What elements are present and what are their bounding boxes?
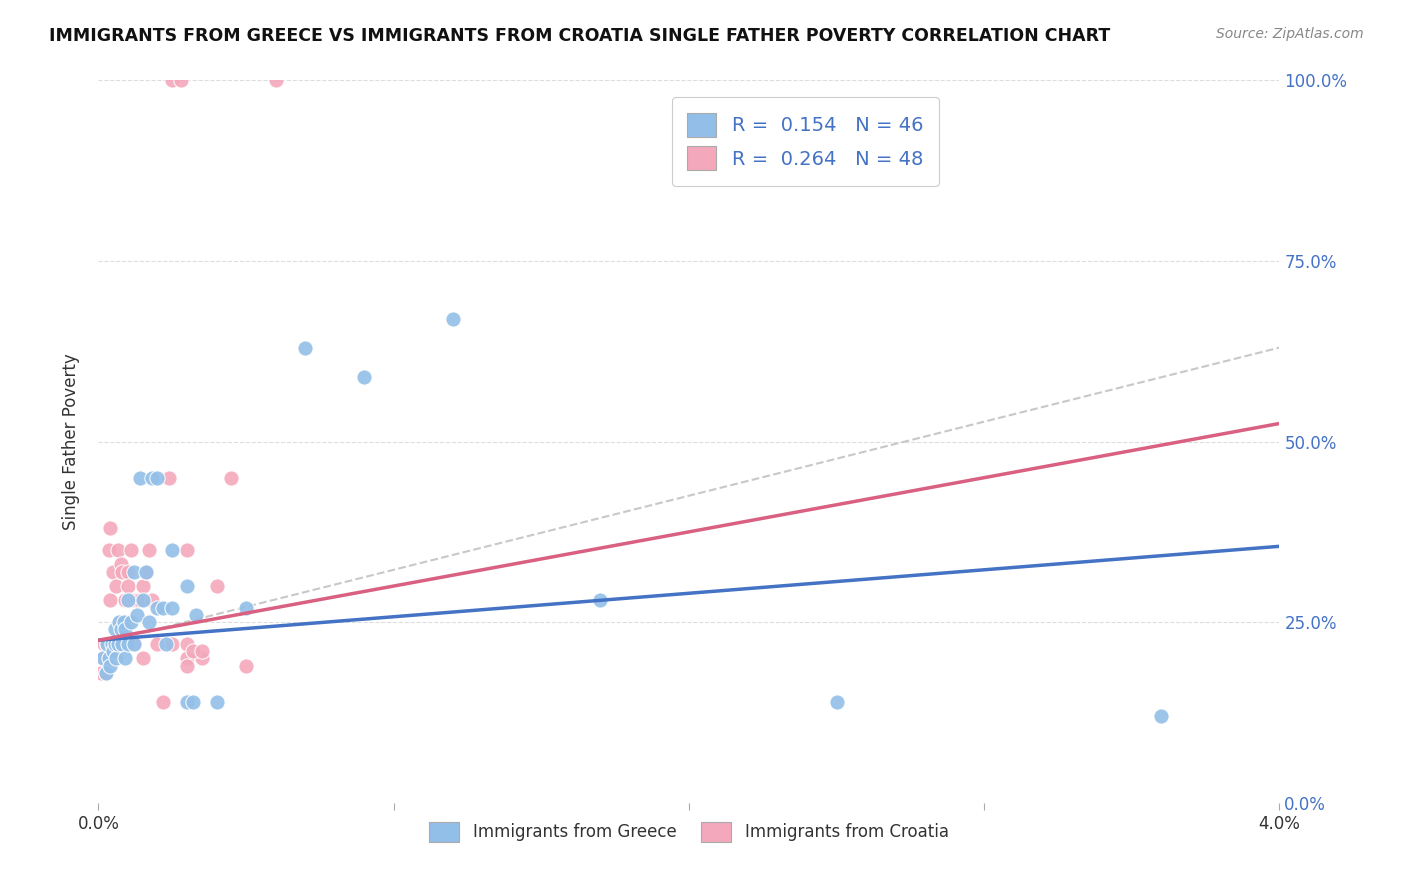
Point xyxy=(235,600,257,615)
Point xyxy=(117,579,139,593)
Point xyxy=(132,579,155,593)
Point xyxy=(157,470,180,484)
Point xyxy=(91,651,114,665)
Point xyxy=(176,695,198,709)
Point xyxy=(132,651,155,665)
Point xyxy=(112,615,135,630)
Point xyxy=(294,341,316,355)
Point xyxy=(221,470,243,484)
Point xyxy=(138,542,160,557)
Point xyxy=(97,651,120,665)
Point xyxy=(128,593,150,607)
Point xyxy=(117,565,139,579)
Point xyxy=(176,651,198,665)
Point xyxy=(103,644,125,658)
Point xyxy=(162,600,183,615)
Point xyxy=(135,565,157,579)
Point xyxy=(122,565,145,579)
Point xyxy=(205,695,228,709)
Point xyxy=(353,369,375,384)
Point xyxy=(825,695,848,709)
Point xyxy=(107,542,129,557)
Point xyxy=(135,565,157,579)
Point xyxy=(96,637,118,651)
Point xyxy=(93,637,115,651)
Point xyxy=(122,637,145,651)
Point xyxy=(100,637,122,651)
Point xyxy=(98,593,121,607)
Point xyxy=(162,73,183,87)
Point xyxy=(105,651,128,665)
Point xyxy=(132,593,155,607)
Point xyxy=(110,623,132,637)
Point xyxy=(181,695,204,709)
Point xyxy=(97,651,120,665)
Point xyxy=(138,615,160,630)
Point xyxy=(176,658,198,673)
Point xyxy=(155,637,177,651)
Point xyxy=(96,637,118,651)
Point xyxy=(98,658,121,673)
Point xyxy=(94,665,117,680)
Point xyxy=(141,470,163,484)
Y-axis label: Single Father Poverty: Single Father Poverty xyxy=(62,353,80,530)
Point xyxy=(108,615,131,630)
Point xyxy=(104,623,127,637)
Point xyxy=(205,579,228,593)
Point xyxy=(191,651,214,665)
Point xyxy=(104,637,127,651)
Point xyxy=(94,665,117,680)
Text: IMMIGRANTS FROM GREECE VS IMMIGRANTS FROM CROATIA SINGLE FATHER POVERTY CORRELAT: IMMIGRANTS FROM GREECE VS IMMIGRANTS FRO… xyxy=(49,27,1111,45)
Point xyxy=(125,607,148,622)
Point xyxy=(108,615,131,630)
Point xyxy=(117,593,139,607)
Point xyxy=(264,73,287,87)
Point xyxy=(170,73,193,87)
Point xyxy=(176,637,198,651)
Point xyxy=(122,593,145,607)
Point xyxy=(117,637,139,651)
Legend: Immigrants from Greece, Immigrants from Croatia: Immigrants from Greece, Immigrants from … xyxy=(423,815,955,848)
Point xyxy=(146,637,169,651)
Point xyxy=(125,593,148,607)
Point xyxy=(111,637,134,651)
Point xyxy=(107,637,129,651)
Point xyxy=(122,637,145,651)
Point xyxy=(90,665,112,680)
Point xyxy=(441,311,464,326)
Point xyxy=(162,637,183,651)
Point xyxy=(146,470,169,484)
Point xyxy=(100,637,122,651)
Point xyxy=(191,644,214,658)
Point xyxy=(128,470,150,484)
Point xyxy=(97,542,120,557)
Point xyxy=(117,615,139,630)
Point xyxy=(110,558,132,572)
Point xyxy=(184,607,207,622)
Point xyxy=(589,593,612,607)
Point xyxy=(114,593,136,607)
Point xyxy=(120,615,142,630)
Point xyxy=(98,521,121,535)
Point xyxy=(91,651,114,665)
Point xyxy=(103,637,125,651)
Point xyxy=(120,542,142,557)
Point xyxy=(176,542,198,557)
Point xyxy=(114,623,136,637)
Text: Source: ZipAtlas.com: Source: ZipAtlas.com xyxy=(1216,27,1364,41)
Point xyxy=(181,644,204,658)
Point xyxy=(105,579,128,593)
Point xyxy=(162,542,183,557)
Point xyxy=(103,565,125,579)
Point xyxy=(114,651,136,665)
Point xyxy=(1150,709,1173,723)
Point xyxy=(146,600,169,615)
Point xyxy=(111,565,134,579)
Point xyxy=(141,593,163,607)
Point xyxy=(235,658,257,673)
Point xyxy=(152,600,174,615)
Point xyxy=(152,695,174,709)
Point xyxy=(176,579,198,593)
